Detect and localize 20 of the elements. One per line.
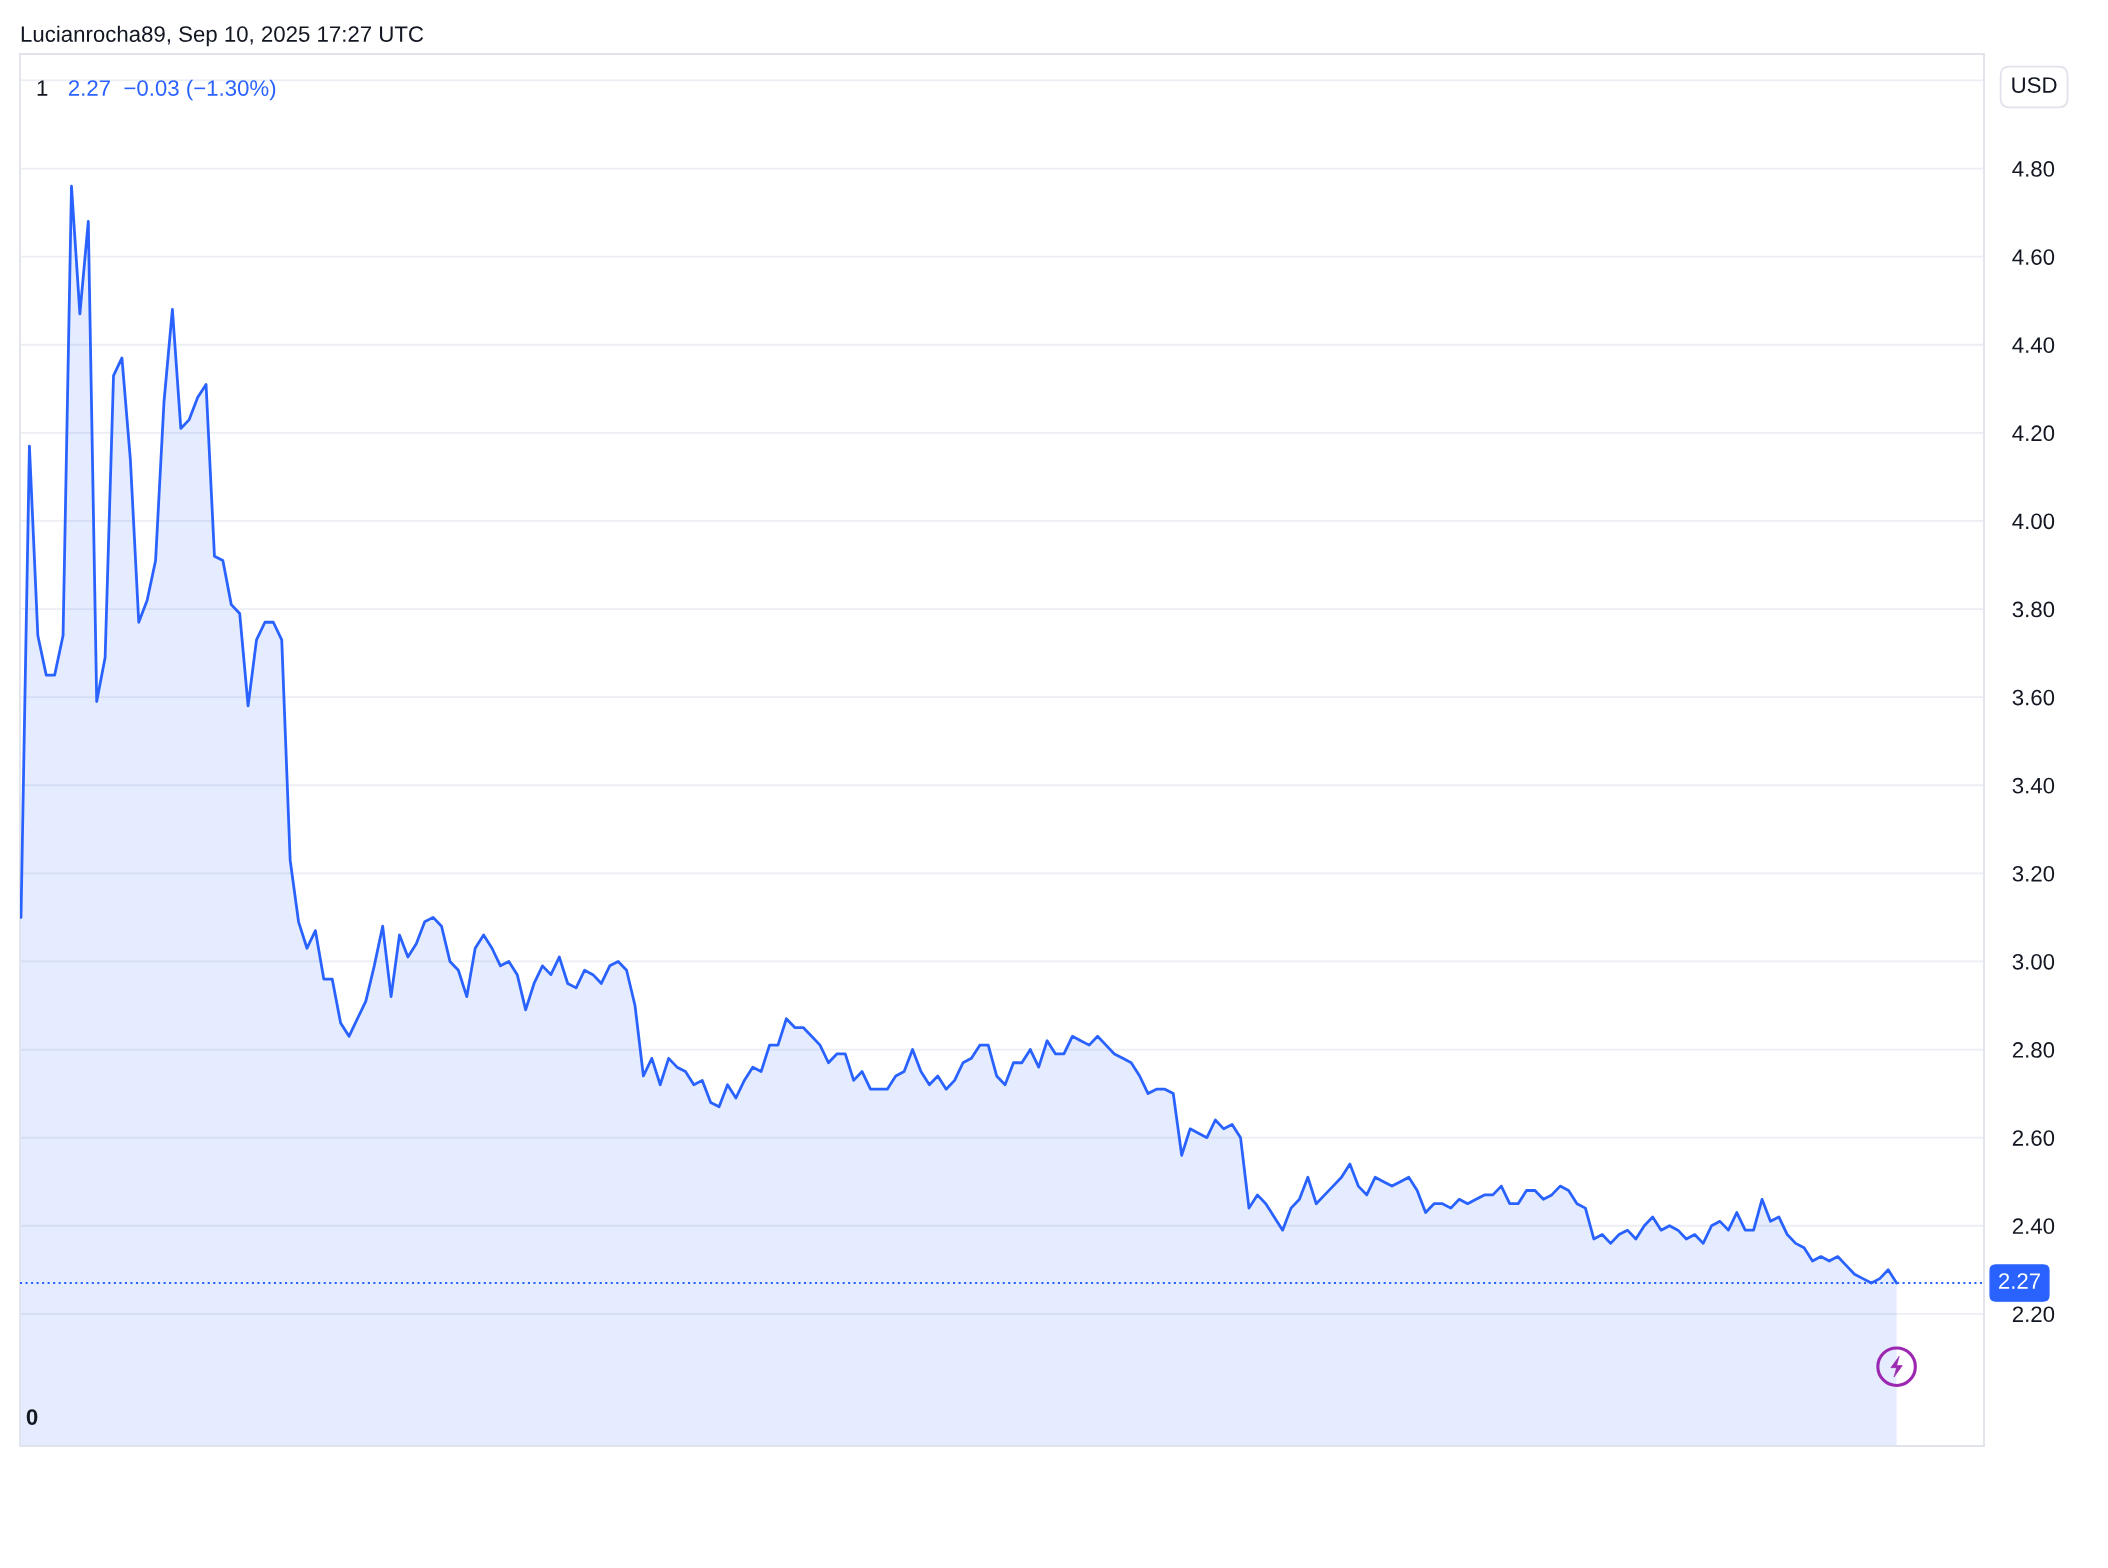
y-tick-label: 4.40 bbox=[2012, 337, 2055, 354]
y-tick-label: 2.80 bbox=[2012, 1042, 2055, 1058]
y-tick-label: 2.60 bbox=[2012, 1130, 2055, 1146]
y-tick-label: 4.20 bbox=[2012, 425, 2055, 442]
y-tick-label: 4.60 bbox=[2012, 249, 2055, 265]
y-axis-title: USD bbox=[2012, 77, 2057, 93]
y-tick-label: 2.20 bbox=[2012, 1306, 2055, 1323]
annotation: 2.27 −0.03 (−1.30%) bbox=[68, 79, 276, 101]
y-tick-label: 4.80 bbox=[2012, 161, 2055, 177]
annotation: 0 bbox=[26, 1409, 38, 1425]
ref-line-label: 2.27 bbox=[1999, 1273, 2041, 1289]
y-tick-label: 3.80 bbox=[2012, 601, 2055, 618]
y-tick-label: 3.00 bbox=[2012, 953, 2055, 970]
y-tick-label: 3.60 bbox=[2012, 689, 2055, 706]
text: 1 bbox=[37, 80, 48, 96]
y-tick-label: 3.40 bbox=[2012, 777, 2055, 794]
y-tick-label: 3.20 bbox=[2012, 865, 2055, 882]
chart-title: Lucianrocha89, Sep 10, 2025 17:27 UTC bbox=[21, 25, 424, 47]
y-tick-label: 4.00 bbox=[2012, 513, 2055, 530]
y-tick-label: 2.40 bbox=[2012, 1218, 2055, 1235]
